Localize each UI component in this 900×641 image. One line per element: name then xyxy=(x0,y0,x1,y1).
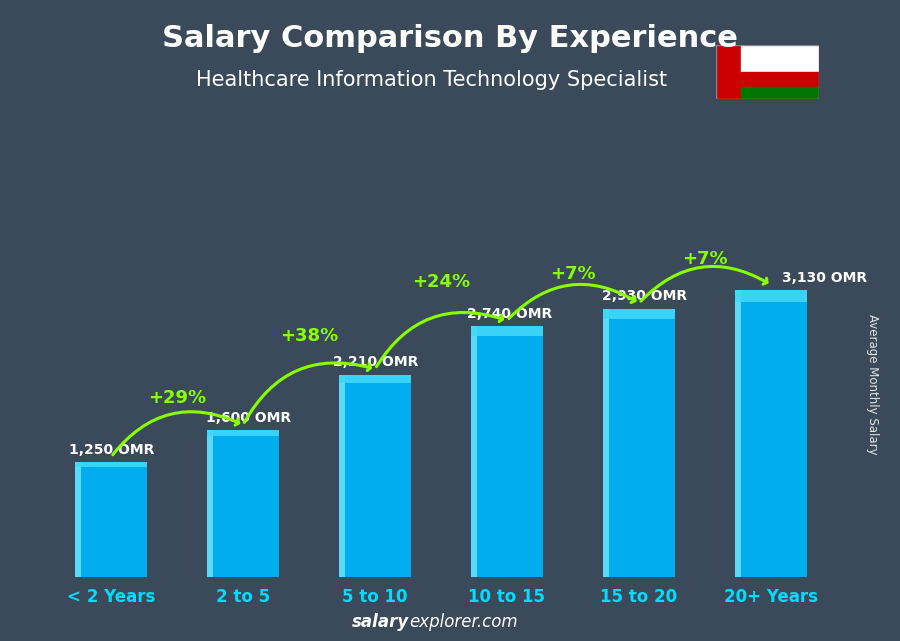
Bar xyxy=(603,308,675,577)
Text: explorer.com: explorer.com xyxy=(410,613,518,631)
Bar xyxy=(734,290,807,302)
Bar xyxy=(734,290,741,577)
Bar xyxy=(734,290,807,577)
Text: Salary Comparison By Experience: Salary Comparison By Experience xyxy=(162,24,738,53)
Text: +7%: +7% xyxy=(682,250,728,268)
Bar xyxy=(742,45,819,72)
Bar xyxy=(207,430,279,577)
Text: 2,930 OMR: 2,930 OMR xyxy=(602,289,688,303)
Bar xyxy=(338,374,411,577)
Bar xyxy=(742,87,819,99)
Bar xyxy=(75,462,80,577)
Bar xyxy=(603,308,608,577)
Text: Healthcare Information Technology Specialist: Healthcare Information Technology Specia… xyxy=(196,70,668,90)
Bar xyxy=(716,45,742,99)
Bar xyxy=(338,374,411,383)
Bar xyxy=(471,326,476,577)
Text: 1,250 OMR: 1,250 OMR xyxy=(68,443,154,457)
Text: 1,600 OMR: 1,600 OMR xyxy=(206,411,292,425)
Text: 2,740 OMR: 2,740 OMR xyxy=(467,306,553,320)
Bar xyxy=(742,72,819,87)
Bar xyxy=(471,326,544,336)
Text: Average Monthly Salary: Average Monthly Salary xyxy=(867,314,879,455)
Text: +29%: +29% xyxy=(148,389,206,407)
Text: +24%: +24% xyxy=(412,273,470,291)
Text: +38%: +38% xyxy=(280,327,338,345)
Bar xyxy=(207,430,212,577)
Bar xyxy=(75,462,148,467)
Text: salary: salary xyxy=(352,613,410,631)
Text: +7%: +7% xyxy=(550,265,596,283)
Bar xyxy=(75,462,148,577)
Bar xyxy=(603,308,675,319)
Text: 2,210 OMR: 2,210 OMR xyxy=(333,355,418,369)
Text: 3,130 OMR: 3,130 OMR xyxy=(781,271,867,285)
Bar xyxy=(338,374,345,577)
Bar xyxy=(207,430,279,437)
Bar xyxy=(471,326,544,577)
